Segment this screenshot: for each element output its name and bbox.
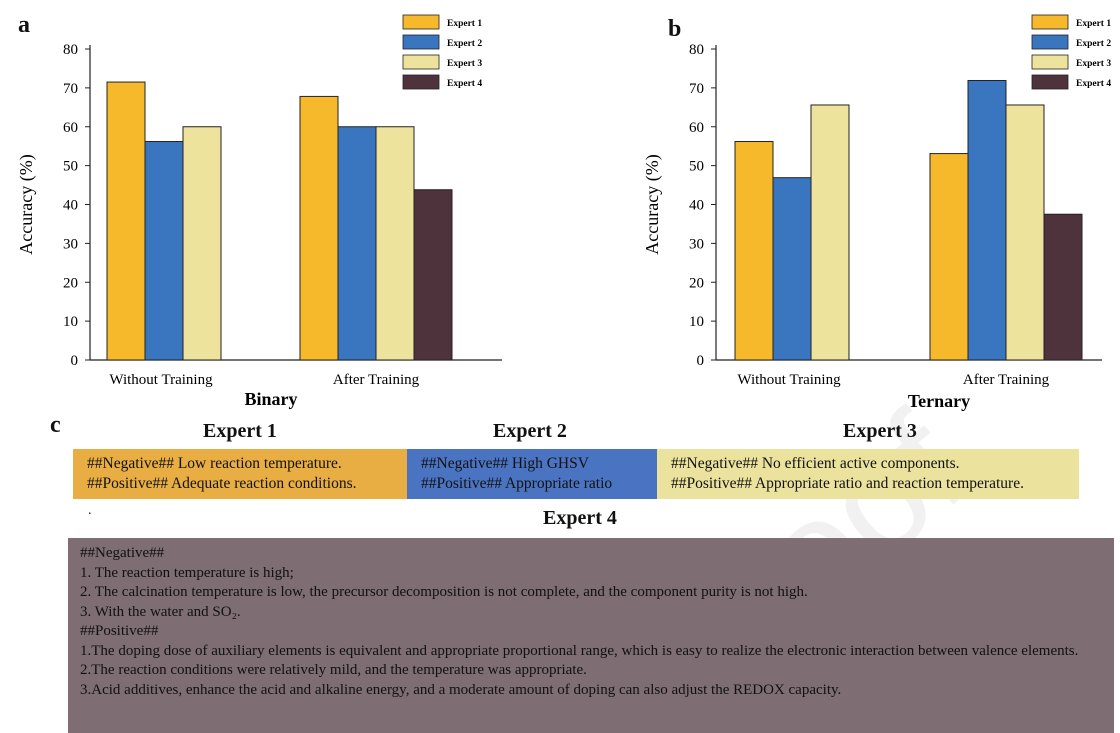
expert4-line: ##Positive## — [80, 623, 159, 639]
expert4-line: 3. With the water and SO₂. — [80, 603, 241, 620]
y-tick-label: 30 — [689, 236, 704, 252]
x-axis-label: Binary — [244, 389, 297, 409]
expert4-line: 2.The reaction conditions were relativel… — [80, 662, 587, 678]
y-tick-label: 80 — [63, 42, 78, 58]
x-tick-label: Without Training — [737, 372, 841, 388]
bar-expert-3 — [182, 126, 222, 361]
chart-binary: 0 10 20 30 40 50 60 70 80 Accuracy (%) Without Tra… — [16, 14, 502, 409]
bar-expert-1 — [106, 81, 146, 361]
expert4-line: 1. The reaction temperature is high; — [80, 564, 294, 581]
y-tick-label: 70 — [63, 81, 78, 97]
y-axis-label: Accuracy (%) — [16, 154, 37, 254]
x-axis-label: Ternary — [908, 391, 970, 411]
expert4-box: ##Negative## 1. The reaction temperature… — [68, 538, 1114, 733]
y-tick-label: 10 — [689, 314, 704, 330]
y-tick-label: 0 — [697, 353, 705, 369]
bar-expert-4 — [413, 189, 453, 361]
bar-expert-4 — [1043, 213, 1083, 361]
bar-expert-3 — [375, 126, 415, 361]
expert3-title: Expert 3 — [843, 420, 917, 442]
panel-letter-a: a — [18, 12, 30, 38]
expert3-negative: ##Negative## No efficient active compone… — [671, 455, 960, 472]
bar-expert-2 — [772, 177, 812, 361]
legend-swatch — [402, 54, 440, 70]
expert2-title: Expert 2 — [493, 420, 567, 442]
y-tick-label: 40 — [63, 198, 78, 214]
expert3-positive: ##Positive## Appropriate ratio and react… — [671, 475, 1024, 492]
legend-label: Expert 2 — [1076, 39, 1111, 49]
legend-label: Expert 1 — [1076, 19, 1111, 29]
expert4-line: ##Negative## — [80, 545, 165, 561]
legend-label: Expert 3 — [1076, 59, 1111, 69]
y-tick-label: 10 — [63, 314, 78, 330]
x-tick-label: After Training — [963, 372, 1050, 388]
bar-expert-3 — [1005, 104, 1045, 361]
legend-swatch — [402, 74, 440, 90]
legend-label: Expert 3 — [447, 59, 482, 69]
expert4-line: 1.The doping dose of auxiliary elements … — [80, 642, 1079, 659]
expert2-positive: ##Positive## Appropriate ratio — [421, 475, 613, 492]
y-tick-label: 20 — [689, 275, 704, 291]
chart-ternary: 0 10 20 30 40 50 60 70 80 Accuracy (%) Without Tra… — [642, 14, 1111, 411]
y-axis-label: Accuracy (%) — [642, 154, 663, 254]
expert1-negative: ##Negative## Low reaction temperature. — [87, 455, 342, 472]
bar-expert-1 — [299, 95, 339, 361]
legend-swatch — [1031, 34, 1069, 50]
expert3-box: ##Negative## No efficient active compone… — [657, 449, 1079, 499]
bar-expert-1 — [929, 153, 969, 361]
x-tick-label: Without Training — [109, 372, 213, 388]
y-tick-label: 60 — [689, 120, 704, 136]
legend-swatch — [402, 14, 440, 30]
legend-swatch — [402, 34, 440, 50]
panel-letter-c: c — [50, 412, 61, 438]
bar-expert-2 — [337, 126, 377, 361]
y-tick-label: 70 — [689, 81, 704, 97]
legend-label: Expert 1 — [447, 19, 482, 29]
x-tick-label: After Training — [333, 372, 420, 388]
expert1-positive: ##Positive## Adequate reaction condition… — [87, 475, 357, 492]
expert1-title: Expert 1 — [203, 420, 277, 442]
bar-expert-3 — [810, 104, 850, 361]
y-tick-label: 40 — [689, 198, 704, 214]
y-tick-label: 30 — [63, 236, 78, 252]
y-tick-label: 50 — [63, 159, 78, 175]
y-tick-label: 50 — [689, 159, 704, 175]
expert4-line: 2. The calcination temperature is low, t… — [80, 584, 808, 600]
legend-label: Expert 2 — [447, 39, 482, 49]
panel-letter-b: b — [668, 16, 682, 42]
legend-swatch — [1031, 74, 1069, 90]
y-tick-label: 20 — [63, 275, 78, 291]
stray-dot: . — [88, 503, 92, 518]
expert4-line: 3.Acid additives, enhance the acid and a… — [80, 681, 842, 698]
expert1-box: ##Negative## Low reaction temperature. #… — [73, 449, 407, 499]
legend-label: Expert 4 — [447, 79, 482, 89]
bar-expert-2 — [144, 141, 184, 361]
legend-swatch — [1031, 14, 1069, 30]
bar-expert-1 — [734, 141, 774, 361]
expert2-box: ##Negative## High GHSV ##Positive## Appr… — [407, 449, 657, 499]
expert4-title: Expert 4 — [543, 507, 617, 529]
legend-label: Expert 4 — [1076, 79, 1111, 89]
y-tick-label: 80 — [689, 42, 704, 58]
y-tick-label: 0 — [71, 353, 79, 369]
y-tick-label: 60 — [63, 120, 78, 136]
expert2-negative: ##Negative## High GHSV — [421, 455, 589, 472]
legend-swatch — [1031, 54, 1069, 70]
bar-expert-2 — [967, 79, 1007, 361]
